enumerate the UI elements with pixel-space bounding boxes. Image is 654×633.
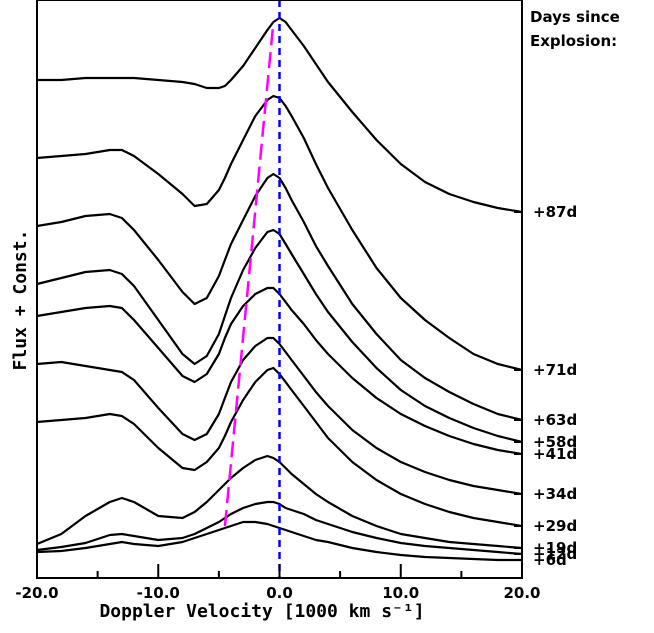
epoch-label-58d: +58d (533, 433, 577, 451)
y-axis-title: Flux + Const. (10, 230, 31, 371)
spectrum-58d (36, 228, 523, 444)
epoch-label-19d: +19d (533, 539, 577, 557)
legend-title-line1: Days since (530, 8, 620, 26)
spectrum-34d (36, 336, 523, 496)
epoch-label-71d: +71d (533, 361, 577, 379)
x-tick-label: 20.0 (503, 584, 540, 602)
epoch-label-34d: +34d (533, 485, 577, 503)
spectrum-71d (36, 94, 523, 372)
spectra-series-layer (36, 16, 523, 562)
spectrum-41d (36, 286, 523, 456)
peak-trend-line (223, 21, 275, 527)
epoch-label-12d: +12d (533, 545, 577, 563)
epoch-label-87d: +87d (533, 203, 577, 221)
x-axis-title: Doppler Velocity [1000 km s⁻¹] (99, 601, 424, 622)
epoch-labels: +6d+12d+19d +29d +34d +41d+58d +63d +71d +87d (514, 203, 577, 569)
x-tick-label: 10.0 (382, 584, 419, 602)
spectrum-12d (36, 500, 523, 556)
spectrum-29d (36, 366, 523, 528)
x-tick-label: 0.0 (266, 584, 293, 602)
x-axis-ticks: -20.0 -10.0 0.0 10.0 20.0 (15, 564, 541, 602)
epoch-label-29d: +29d (533, 517, 577, 535)
spectrum-87d (37, 16, 523, 214)
overlay-lines-layer (223, 0, 281, 578)
epoch-label-63d: +63d (533, 411, 577, 429)
epoch-label-41d: +41d (533, 445, 577, 463)
x-tick-label: -20.0 (15, 584, 58, 602)
epoch-label-6d: +6d (533, 551, 567, 569)
x-tick-label: -10.0 (137, 584, 180, 602)
spectrum-63d (36, 172, 523, 422)
spectrum-19d (36, 454, 523, 550)
legend-title-line2: Explosion: (530, 32, 617, 50)
spectrum-6d (36, 520, 522, 562)
